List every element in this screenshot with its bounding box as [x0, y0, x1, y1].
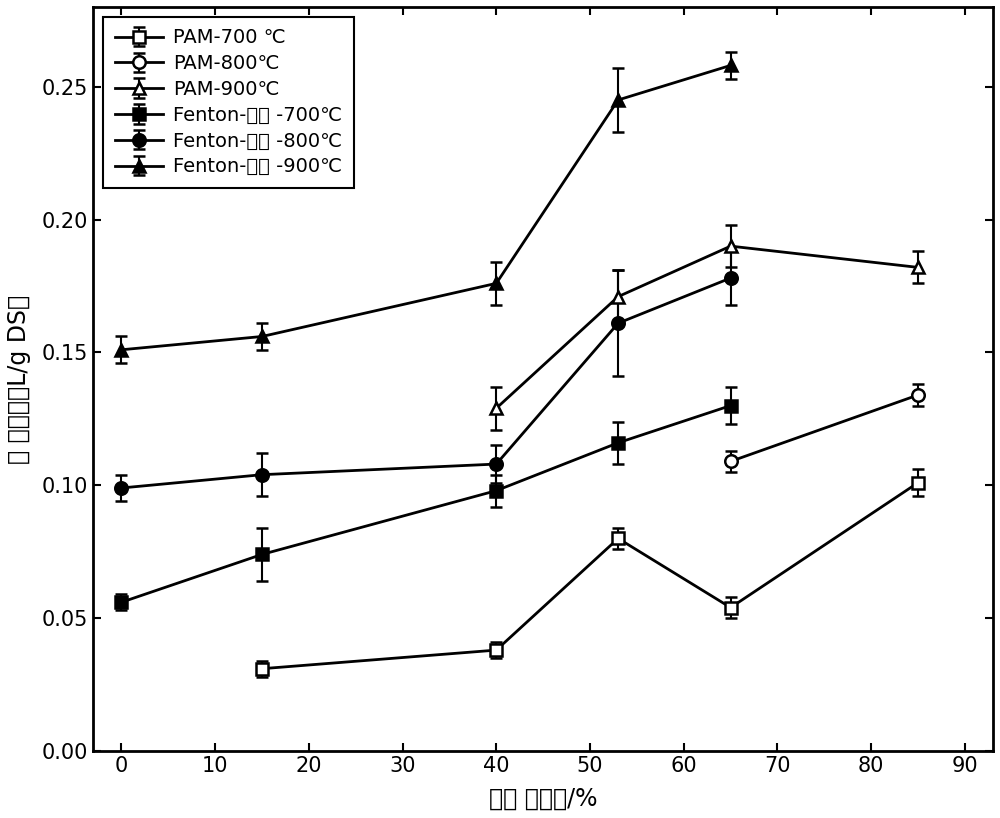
- X-axis label: 泥饼 含水率/%: 泥饼 含水率/%: [489, 787, 597, 811]
- Legend: PAM-700 ℃, PAM-800℃, PAM-900℃, Fenton-赤泥 -700℃, Fenton-赤泥 -800℃, Fenton-赤泥 -900℃: PAM-700 ℃, PAM-800℃, PAM-900℃, Fenton-赤泥…: [103, 16, 354, 188]
- Y-axis label: 总 产气量（L/g DS）: 总 产气量（L/g DS）: [7, 294, 31, 464]
